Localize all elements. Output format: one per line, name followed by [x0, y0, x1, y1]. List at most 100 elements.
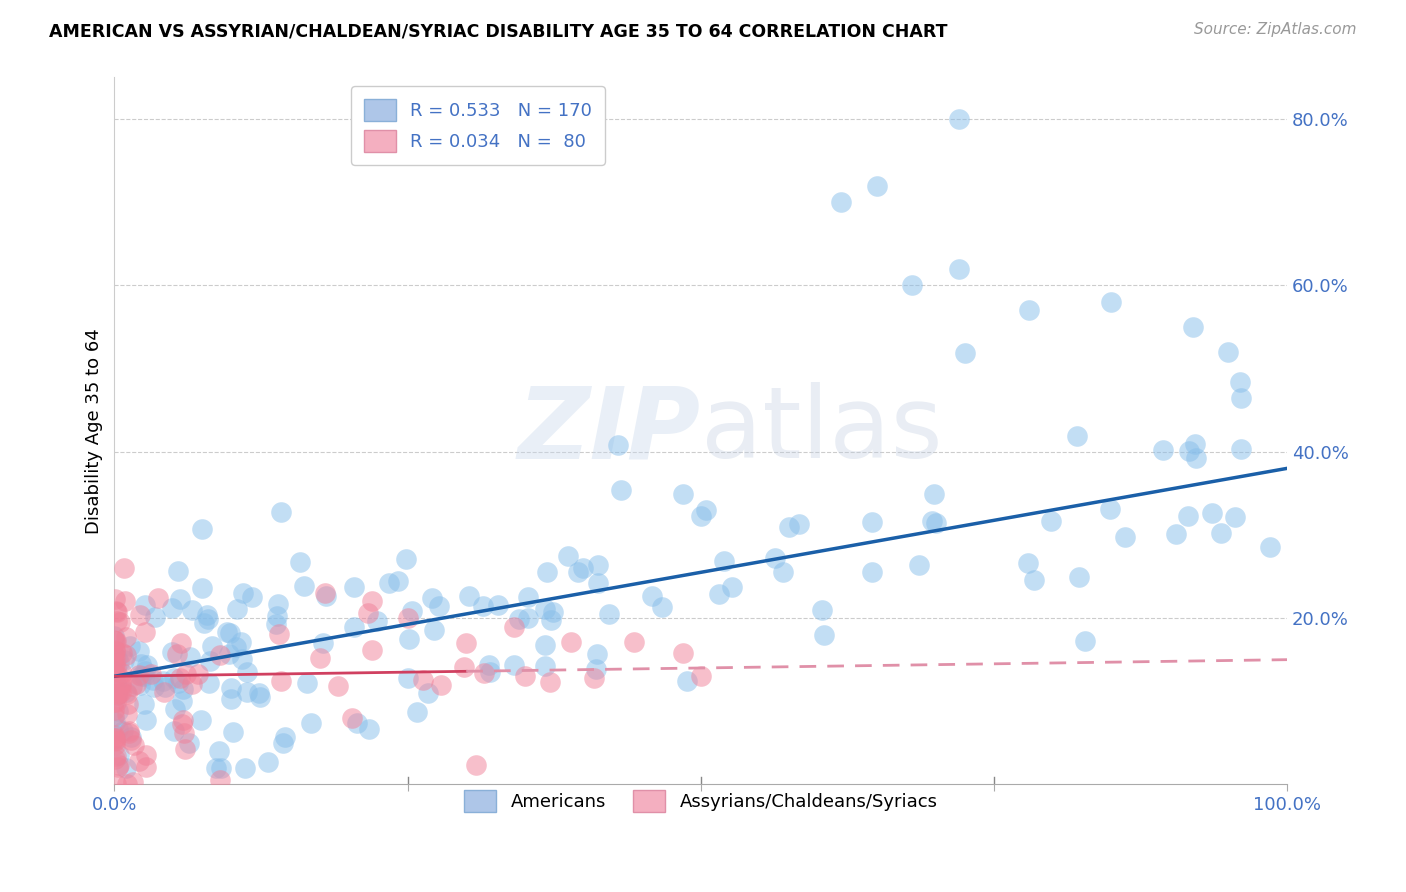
Point	[309, 650, 332, 665]
Point	[107, 669, 129, 683]
Text: AMERICAN VS ASSYRIAN/CHALDEAN/SYRIAC DISABILITY AGE 35 TO 64 CORRELATION CHART: AMERICAN VS ASSYRIAN/CHALDEAN/SYRIAC DIS…	[49, 22, 948, 40]
Point	[105, 634, 128, 648]
Point	[124, 677, 146, 691]
Point	[104, 592, 127, 607]
Point	[1211, 525, 1233, 540]
Point	[103, 731, 125, 745]
Point	[1098, 502, 1121, 516]
Point	[1018, 303, 1040, 318]
Point	[641, 589, 664, 603]
Point	[429, 678, 451, 692]
Point	[340, 711, 363, 725]
Point	[132, 669, 155, 683]
Point	[471, 599, 494, 614]
Point	[129, 669, 152, 683]
Point	[925, 516, 948, 530]
Point	[247, 686, 270, 700]
Point	[508, 612, 530, 626]
Point	[502, 620, 524, 634]
Point	[1177, 444, 1199, 458]
Point	[172, 713, 194, 727]
Point	[479, 665, 502, 680]
Point	[361, 594, 384, 608]
Point	[180, 677, 202, 691]
Point	[534, 602, 557, 616]
Point	[105, 651, 128, 665]
Point	[128, 644, 150, 658]
Point	[166, 564, 188, 578]
Point	[170, 635, 193, 649]
Point	[378, 576, 401, 591]
Point	[271, 736, 294, 750]
Point	[1218, 345, 1240, 359]
Point	[165, 702, 187, 716]
Point	[586, 575, 609, 590]
Point	[416, 686, 439, 700]
Point	[103, 629, 125, 643]
Point	[169, 671, 191, 685]
Point	[112, 652, 135, 666]
Point	[105, 688, 128, 702]
Point	[198, 676, 221, 690]
Point	[103, 665, 125, 680]
Point	[128, 678, 150, 692]
Point	[167, 675, 190, 690]
Point	[162, 644, 184, 658]
Point	[1229, 375, 1251, 389]
Point	[294, 579, 316, 593]
Point	[108, 748, 131, 763]
Point	[104, 634, 127, 648]
Point	[921, 514, 943, 528]
Point	[107, 704, 129, 718]
Point	[104, 650, 127, 665]
Point	[908, 558, 931, 572]
Point	[172, 694, 194, 708]
Point	[107, 722, 129, 736]
Point	[229, 635, 252, 649]
Point	[477, 657, 499, 672]
Point	[179, 649, 201, 664]
Point	[163, 671, 186, 685]
Point	[129, 607, 152, 622]
Point	[623, 635, 645, 649]
Point	[104, 604, 127, 618]
Point	[135, 760, 157, 774]
Point	[179, 736, 201, 750]
Point	[110, 676, 132, 690]
Text: Source: ZipAtlas.com: Source: ZipAtlas.com	[1194, 22, 1357, 37]
Point	[103, 659, 125, 673]
Point	[412, 673, 434, 687]
Point	[104, 714, 127, 729]
Point	[198, 654, 221, 668]
Point	[135, 713, 157, 727]
Point	[315, 586, 337, 600]
Point	[948, 261, 970, 276]
Point	[1164, 527, 1187, 541]
Point	[197, 608, 219, 623]
Point	[689, 669, 711, 683]
Point	[1201, 506, 1223, 520]
Point	[650, 599, 672, 614]
Point	[249, 690, 271, 705]
Point	[513, 669, 536, 683]
Point	[152, 673, 174, 688]
Point	[143, 680, 166, 694]
Point	[534, 638, 557, 652]
Point	[131, 657, 153, 672]
Point	[502, 658, 524, 673]
Point	[232, 586, 254, 600]
Point	[464, 757, 486, 772]
Point	[1099, 295, 1122, 310]
Point	[103, 738, 125, 752]
Point	[104, 731, 127, 745]
Point	[112, 561, 135, 575]
Point	[121, 680, 143, 694]
Point	[209, 761, 232, 775]
Point	[533, 658, 555, 673]
Point	[134, 598, 156, 612]
Point	[1152, 442, 1174, 457]
Point	[541, 605, 564, 619]
Point	[128, 754, 150, 768]
Point	[163, 723, 186, 738]
Point	[134, 665, 156, 679]
